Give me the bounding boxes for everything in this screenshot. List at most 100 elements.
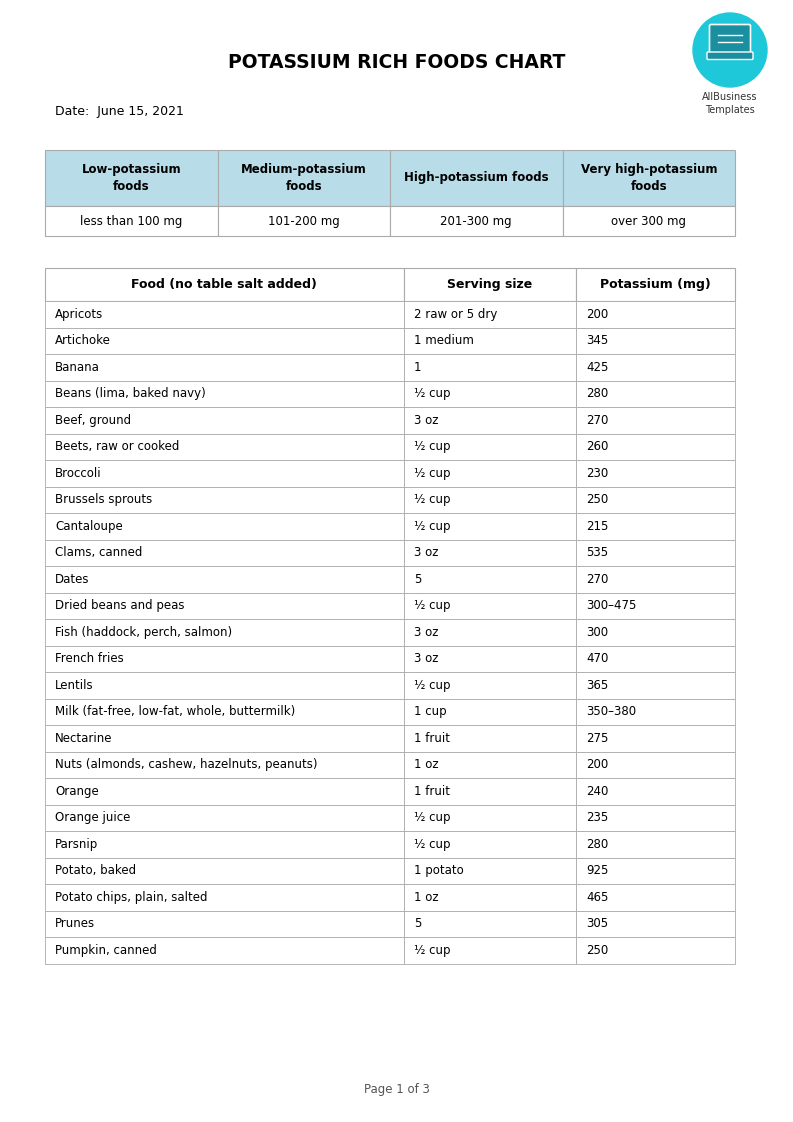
Text: 1 cup: 1 cup [414, 706, 446, 718]
Text: over 300 mg: over 300 mg [611, 214, 686, 228]
Text: Apricots: Apricots [55, 307, 103, 321]
Text: ½ cup: ½ cup [414, 519, 450, 533]
Bar [404, 752, 577, 778]
Text: 1: 1 [414, 361, 421, 374]
Bar [404, 540, 577, 565]
Bar [45, 268, 404, 301]
Bar [45, 433, 404, 460]
Bar [45, 407, 404, 433]
Text: 250: 250 [586, 494, 608, 506]
Text: 230: 230 [586, 467, 608, 480]
Bar [404, 513, 577, 540]
Bar [45, 206, 217, 236]
Bar [404, 301, 577, 328]
Bar [577, 937, 735, 964]
Text: Lentils: Lentils [55, 679, 94, 692]
Text: 425: 425 [586, 361, 609, 374]
Text: 3 oz: 3 oz [414, 414, 439, 426]
Text: Clams, canned: Clams, canned [55, 546, 143, 559]
Text: Brussels sprouts: Brussels sprouts [55, 494, 152, 506]
Bar [404, 619, 577, 645]
Bar [577, 487, 735, 513]
Bar [577, 328, 735, 355]
Text: ½ cup: ½ cup [414, 811, 450, 825]
Text: 305: 305 [586, 918, 608, 930]
Bar [562, 206, 735, 236]
Bar [45, 725, 404, 752]
Bar [577, 619, 735, 645]
Bar [45, 937, 404, 964]
Bar [577, 645, 735, 672]
Text: 200: 200 [586, 758, 608, 771]
Bar [577, 355, 735, 380]
Text: 250: 250 [586, 944, 608, 957]
Bar [404, 592, 577, 619]
Bar [577, 540, 735, 565]
Bar [404, 460, 577, 487]
Bar [577, 407, 735, 433]
Text: Orange juice: Orange juice [55, 811, 130, 825]
Bar [577, 433, 735, 460]
Bar [404, 884, 577, 910]
Text: Beans (lima, baked navy): Beans (lima, baked navy) [55, 387, 205, 401]
Text: Nectarine: Nectarine [55, 732, 113, 745]
Text: Milk (fat-free, low-fat, whole, buttermilk): Milk (fat-free, low-fat, whole, buttermi… [55, 706, 295, 718]
Text: Food (no table salt added): Food (no table salt added) [132, 278, 317, 291]
Bar [577, 380, 735, 407]
Text: 465: 465 [586, 891, 609, 903]
Text: Nuts (almonds, cashew, hazelnuts, peanuts): Nuts (almonds, cashew, hazelnuts, peanut… [55, 758, 317, 771]
Bar [45, 857, 404, 884]
Bar [45, 831, 404, 857]
Bar [577, 592, 735, 619]
Bar [45, 645, 404, 672]
Text: 535: 535 [586, 546, 608, 559]
Text: Cantaloupe: Cantaloupe [55, 519, 123, 533]
Bar [404, 910, 577, 937]
Bar [577, 672, 735, 699]
Bar [45, 487, 404, 513]
Bar [217, 150, 390, 206]
Text: 3 oz: 3 oz [414, 626, 439, 638]
Text: 101-200 mg: 101-200 mg [268, 214, 339, 228]
Text: Templates: Templates [705, 105, 755, 114]
Bar [45, 565, 404, 592]
Text: 201-300 mg: 201-300 mg [440, 214, 512, 228]
Bar [577, 778, 735, 804]
Bar [404, 831, 577, 857]
Bar [577, 857, 735, 884]
Bar [45, 513, 404, 540]
Text: ½ cup: ½ cup [414, 387, 450, 401]
Bar [404, 268, 577, 301]
Text: 300: 300 [586, 626, 608, 638]
Bar [577, 513, 735, 540]
Text: ½ cup: ½ cup [414, 838, 450, 850]
Text: ½ cup: ½ cup [414, 599, 450, 613]
Text: 275: 275 [586, 732, 609, 745]
Text: Beets, raw or cooked: Beets, raw or cooked [55, 440, 179, 453]
Text: Beef, ground: Beef, ground [55, 414, 131, 426]
Text: Pumpkin, canned: Pumpkin, canned [55, 944, 157, 957]
Bar [390, 150, 562, 206]
Text: High-potassium foods: High-potassium foods [404, 172, 549, 184]
Bar [404, 699, 577, 725]
Bar [577, 884, 735, 910]
Bar [404, 672, 577, 699]
Text: French fries: French fries [55, 652, 124, 665]
Bar [45, 328, 404, 355]
Bar [45, 380, 404, 407]
Bar [45, 778, 404, 804]
Bar [45, 150, 217, 206]
Bar [404, 380, 577, 407]
Bar [577, 699, 735, 725]
Bar [577, 804, 735, 831]
Text: AllBusiness: AllBusiness [703, 92, 758, 102]
Text: 470: 470 [586, 652, 609, 665]
Bar [390, 206, 562, 236]
Text: 3 oz: 3 oz [414, 652, 439, 665]
Bar [404, 433, 577, 460]
Text: 1 fruit: 1 fruit [414, 784, 450, 798]
Text: Low-potassium
foods: Low-potassium foods [82, 163, 181, 193]
Text: ½ cup: ½ cup [414, 679, 450, 692]
Text: 1 oz: 1 oz [414, 758, 439, 771]
Bar [404, 328, 577, 355]
